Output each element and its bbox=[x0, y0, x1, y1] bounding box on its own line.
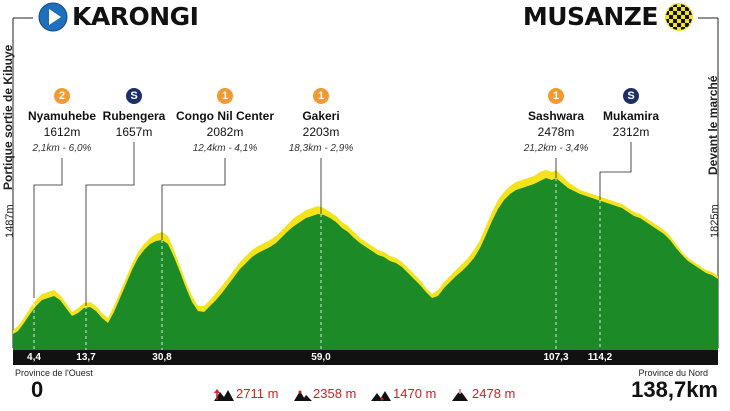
climb-category-badge: 2 bbox=[54, 88, 70, 104]
climb-category-badge: 1 bbox=[548, 88, 564, 104]
climb-name: Mukamira bbox=[602, 109, 660, 123]
total-elevation-gain-icon bbox=[214, 388, 234, 406]
summit-value: 2478 m bbox=[472, 386, 516, 401]
climb-altitude: 2478m bbox=[537, 125, 575, 139]
climb-name: Sashwara bbox=[527, 109, 585, 123]
climb-leader-line bbox=[85, 142, 135, 306]
summit-icon bbox=[451, 388, 471, 406]
start-province: Province de l'Ouest bbox=[15, 368, 93, 378]
profile-fill bbox=[13, 178, 718, 350]
checkered-flag-icon bbox=[664, 2, 694, 32]
climb-name: Gakeri bbox=[302, 109, 340, 123]
climb-km-marker: 107,3 bbox=[543, 352, 569, 363]
climb-altitude: 1657m bbox=[115, 125, 153, 139]
climb-leader-line bbox=[599, 142, 632, 200]
climb-category-badge: 1 bbox=[313, 88, 329, 104]
sprint-badge: S bbox=[623, 88, 639, 104]
climb-grade: 21,2km - 3,4% bbox=[523, 143, 589, 154]
sprint-badge: S bbox=[126, 88, 142, 104]
climb-grade: 12,4km - 4,1% bbox=[192, 143, 258, 154]
climb-name: Congo Nil Center bbox=[176, 109, 274, 123]
climb-leader-line bbox=[33, 158, 63, 298]
climb-name: Nyamuhebe bbox=[27, 109, 97, 123]
min-altitude-icon bbox=[371, 388, 391, 406]
climb-km-marker: 30,8 bbox=[152, 352, 172, 363]
climb-name: Rubengera bbox=[102, 109, 166, 123]
climb-km-marker: 59,0 bbox=[311, 352, 331, 363]
finish-city-name: MUSANZE bbox=[522, 2, 659, 31]
finish-province: Province du Nord bbox=[638, 368, 708, 378]
climb-altitude: 1612m bbox=[43, 125, 81, 139]
climb-leader-line bbox=[161, 158, 226, 240]
max-altitude-value: 2358 m bbox=[313, 386, 357, 401]
start-icon bbox=[38, 2, 68, 32]
distance-bar bbox=[13, 350, 718, 365]
climb-altitude: 2082m bbox=[206, 125, 244, 139]
climb-category-badge: 1 bbox=[217, 88, 233, 104]
climb-km-marker: 114,2 bbox=[587, 352, 613, 363]
total-elevation-gain-value: 2711 m bbox=[236, 386, 279, 401]
max-altitude-icon bbox=[292, 388, 312, 406]
total-distance: 138,7km bbox=[631, 377, 718, 402]
climb-grade: 2,1km - 6,0% bbox=[32, 143, 92, 154]
start-city-name: KARONGI bbox=[72, 2, 199, 31]
min-altitude-value: 1470 m bbox=[393, 386, 437, 401]
climb-grade: 18,3km - 2,9% bbox=[288, 143, 354, 154]
climb-km-marker: 4,4 bbox=[27, 352, 41, 363]
climb-altitude: 2203m bbox=[302, 125, 340, 139]
climb-altitude: 2312m bbox=[612, 125, 650, 139]
start-distance: 0 bbox=[31, 377, 44, 402]
climb-km-marker: 13,7 bbox=[76, 352, 96, 363]
